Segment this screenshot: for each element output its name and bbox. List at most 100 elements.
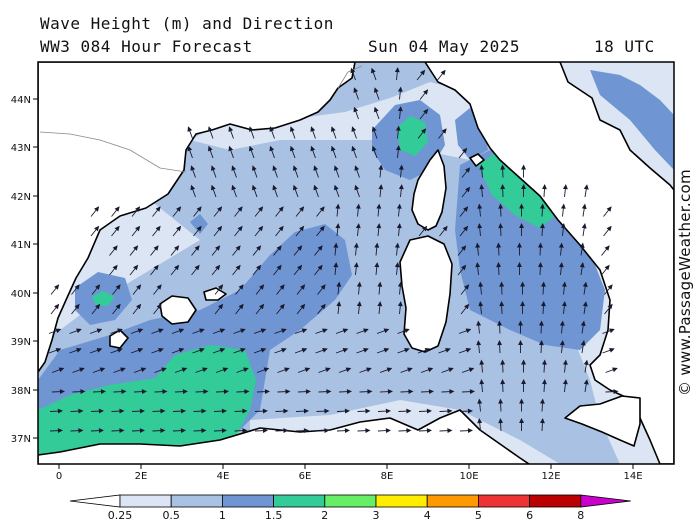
wave-arrowhead <box>98 428 105 434</box>
wave-arrowhead <box>305 389 312 395</box>
wave-arrowhead <box>468 367 475 373</box>
wave-arrowhead <box>383 347 390 353</box>
wave-arrowhead <box>95 303 101 310</box>
legend-label: 6 <box>526 509 533 522</box>
wave-arrowhead <box>76 347 82 353</box>
legend-label: 2 <box>321 509 328 522</box>
landmass-italy <box>424 62 674 464</box>
wave-arrowhead <box>215 264 221 271</box>
forecast-time: 18 UTC <box>594 37 655 56</box>
wave-arrowhead <box>447 408 453 414</box>
sea-band-peak <box>92 291 115 306</box>
wave-arrowhead <box>476 340 482 346</box>
wave-arrowhead <box>272 165 278 171</box>
wave-arrowhead <box>289 126 295 132</box>
wave-arrowhead <box>156 284 162 290</box>
wave-arrowhead <box>336 281 342 287</box>
wave-arrowhead <box>354 165 360 171</box>
wave-arrowhead <box>57 428 64 434</box>
wave-arrowhead <box>582 301 588 307</box>
wave-arrowhead <box>562 379 568 385</box>
wave-arrowhead <box>155 206 161 212</box>
wave-arrowhead <box>324 428 330 434</box>
wave-arrowhead <box>269 145 275 152</box>
wave-arrowhead <box>420 69 426 76</box>
wave-arrowhead <box>99 367 106 373</box>
wave-arrowhead <box>559 340 565 346</box>
wave-arrowhead <box>465 167 471 173</box>
wave-arrowhead <box>223 389 230 395</box>
wave-arrowhead <box>497 320 503 326</box>
wave-arrowhead <box>231 184 237 191</box>
wave-arrowhead <box>215 245 221 251</box>
wave-arrowhead <box>199 328 205 334</box>
wave-arrowhead <box>606 206 612 212</box>
wave-arrowhead <box>426 408 433 414</box>
wave-arrowhead <box>539 398 545 404</box>
wave-arrowhead <box>342 328 349 334</box>
wave-arrowhead <box>498 417 504 424</box>
wave-arrowhead <box>353 262 359 268</box>
lat-label: 44N <box>11 95 31 106</box>
wave-arrowhead <box>579 262 585 268</box>
wave-arrowhead <box>320 303 326 310</box>
wave-arrowhead <box>98 408 105 414</box>
sea-band-peak <box>397 116 428 156</box>
wave-arrowhead <box>479 359 485 365</box>
wave-arrowhead <box>278 225 284 232</box>
wave-arrowhead <box>335 223 341 229</box>
wave-arrowhead <box>190 184 196 191</box>
wave-arrowhead <box>516 242 522 248</box>
wave-arrowhead <box>353 106 359 113</box>
wave-arrowhead <box>137 328 144 334</box>
wave-arrowhead <box>580 340 586 346</box>
wave-arrowhead <box>521 378 527 385</box>
wave-arrowhead <box>561 301 567 307</box>
wave-arrowhead <box>607 284 613 290</box>
wave-arrowhead <box>383 328 390 334</box>
legend-swatch <box>273 494 326 508</box>
wave-arrowhead <box>330 126 336 132</box>
wave-arrowhead <box>424 347 431 353</box>
wave-arrowhead <box>55 347 62 353</box>
wave-arrowhead <box>500 378 506 385</box>
lon-axis: 0 2E 4E 6E 8E 10E 12E 14E <box>56 464 643 482</box>
wave-arrowhead <box>377 281 383 287</box>
wave-arrowhead <box>394 262 400 268</box>
wave-arrowhead <box>540 300 546 307</box>
legend-label: 8 <box>577 509 584 522</box>
wave-arrowhead <box>158 347 164 353</box>
wave-arrowhead <box>207 126 213 132</box>
wave-arrowhead <box>218 303 224 310</box>
wave-arrowhead <box>303 408 310 414</box>
wave-arrowhead <box>156 303 162 310</box>
wave-arrowhead <box>322 347 328 353</box>
wave-arrowhead <box>199 347 205 353</box>
wave-arrowhead <box>160 408 166 414</box>
wave-arrowhead <box>281 347 287 353</box>
wave-arrowhead <box>203 389 209 395</box>
wave-arrowhead <box>259 284 265 290</box>
wave-arrowhead <box>370 67 376 74</box>
wave-arrowhead <box>406 428 412 434</box>
wave-arrowhead <box>353 87 359 93</box>
lat-label: 37N <box>11 434 31 445</box>
wave-arrowhead <box>78 408 84 414</box>
wave-arrowhead <box>366 367 372 373</box>
wave-arrowhead <box>228 126 234 132</box>
wave-arrowhead <box>292 165 298 171</box>
wave-arrowhead <box>542 183 547 190</box>
wave-arrowhead <box>342 347 349 353</box>
wave-arrowhead <box>96 347 103 353</box>
wave-arrowhead <box>378 164 384 170</box>
wave-arrowhead <box>218 284 224 290</box>
wave-arrowhead <box>326 389 332 395</box>
wave-arrowhead <box>258 206 264 212</box>
wave-arrowhead <box>394 242 400 248</box>
wave-arrowhead <box>422 225 428 232</box>
wave-arrowhead <box>262 408 269 414</box>
wave-arrowhead <box>583 184 589 190</box>
wave-arrowhead <box>560 203 566 209</box>
wave-arrowhead <box>210 184 216 191</box>
